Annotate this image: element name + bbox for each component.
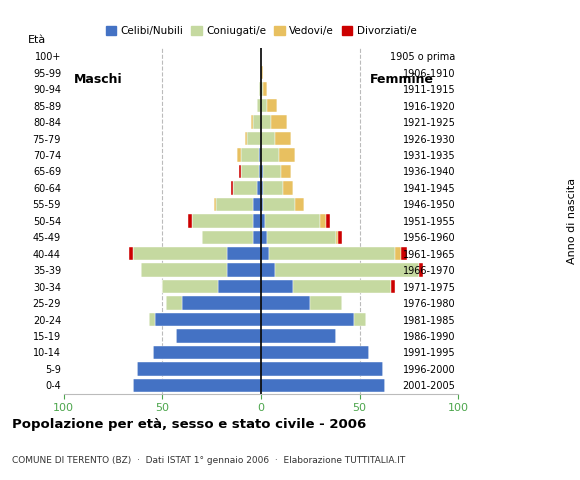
Bar [395,247,401,261]
Bar [391,280,395,293]
Bar [275,132,291,145]
Bar [269,247,395,261]
Bar [419,264,423,277]
Bar [401,247,407,261]
Bar [261,115,271,129]
Bar [253,230,261,244]
Bar [259,165,261,178]
Bar [259,148,261,162]
Bar [251,115,253,129]
Bar [253,214,261,228]
Bar [261,296,310,310]
Bar [261,247,269,261]
Bar [261,148,279,162]
Bar [216,198,253,211]
Bar [336,230,338,244]
Bar [129,247,133,261]
Bar [261,181,263,194]
Bar [261,230,267,244]
Bar [253,198,261,211]
Bar [281,165,291,178]
Bar [176,329,261,343]
Bar [295,198,304,211]
Bar [265,214,320,228]
Bar [237,148,241,162]
Bar [267,230,336,244]
Bar [261,362,383,376]
Bar [162,280,218,293]
Bar [261,132,275,145]
Bar [188,214,192,228]
Bar [263,83,267,96]
Bar [259,83,261,96]
Text: Femmine: Femmine [369,72,433,86]
Bar [263,165,281,178]
Bar [261,99,267,112]
Bar [213,198,216,211]
Bar [133,379,261,392]
Bar [137,362,261,376]
Bar [227,264,261,277]
Bar [310,296,342,310]
Bar [263,198,295,211]
Bar [261,280,292,293]
Bar [267,99,277,112]
Bar [154,313,261,326]
Bar [245,132,247,145]
Text: Maschi: Maschi [74,72,122,86]
Bar [261,198,263,211]
Bar [261,264,275,277]
Bar [257,181,261,194]
Bar [261,165,263,178]
Bar [271,115,287,129]
Bar [241,148,259,162]
Bar [182,296,261,310]
Bar [231,181,233,194]
Bar [148,313,154,326]
Bar [354,313,365,326]
Bar [275,264,419,277]
Bar [261,66,263,79]
Text: COMUNE DI TERENTO (BZ)  ·  Dati ISTAT 1° gennaio 2006  ·  Elaborazione TUTTITALI: COMUNE DI TERENTO (BZ) · Dati ISTAT 1° g… [12,456,405,465]
Bar [202,230,253,244]
Bar [257,99,261,112]
Bar [326,214,330,228]
Bar [261,214,265,228]
Text: Età: Età [28,35,46,45]
Bar [247,132,261,145]
Bar [279,148,295,162]
Bar [241,165,259,178]
Bar [133,247,227,261]
Bar [240,165,241,178]
Bar [253,115,261,129]
Bar [261,313,354,326]
Bar [292,280,391,293]
Legend: Celibi/Nubili, Coniugati/e, Vedovi/e, Divorziati/e: Celibi/Nubili, Coniugati/e, Vedovi/e, Di… [102,22,420,40]
Bar [261,379,385,392]
Bar [153,346,261,359]
Bar [282,181,292,194]
Bar [338,230,342,244]
Bar [166,296,182,310]
Bar [141,264,227,277]
Bar [320,214,326,228]
Bar [261,83,263,96]
Bar [218,280,261,293]
Bar [192,214,253,228]
Bar [233,181,257,194]
Text: Anno di nascita: Anno di nascita [567,178,577,264]
Text: Popolazione per età, sesso e stato civile - 2006: Popolazione per età, sesso e stato civil… [12,418,366,431]
Bar [227,247,261,261]
Bar [261,329,336,343]
Bar [261,346,369,359]
Bar [263,181,282,194]
